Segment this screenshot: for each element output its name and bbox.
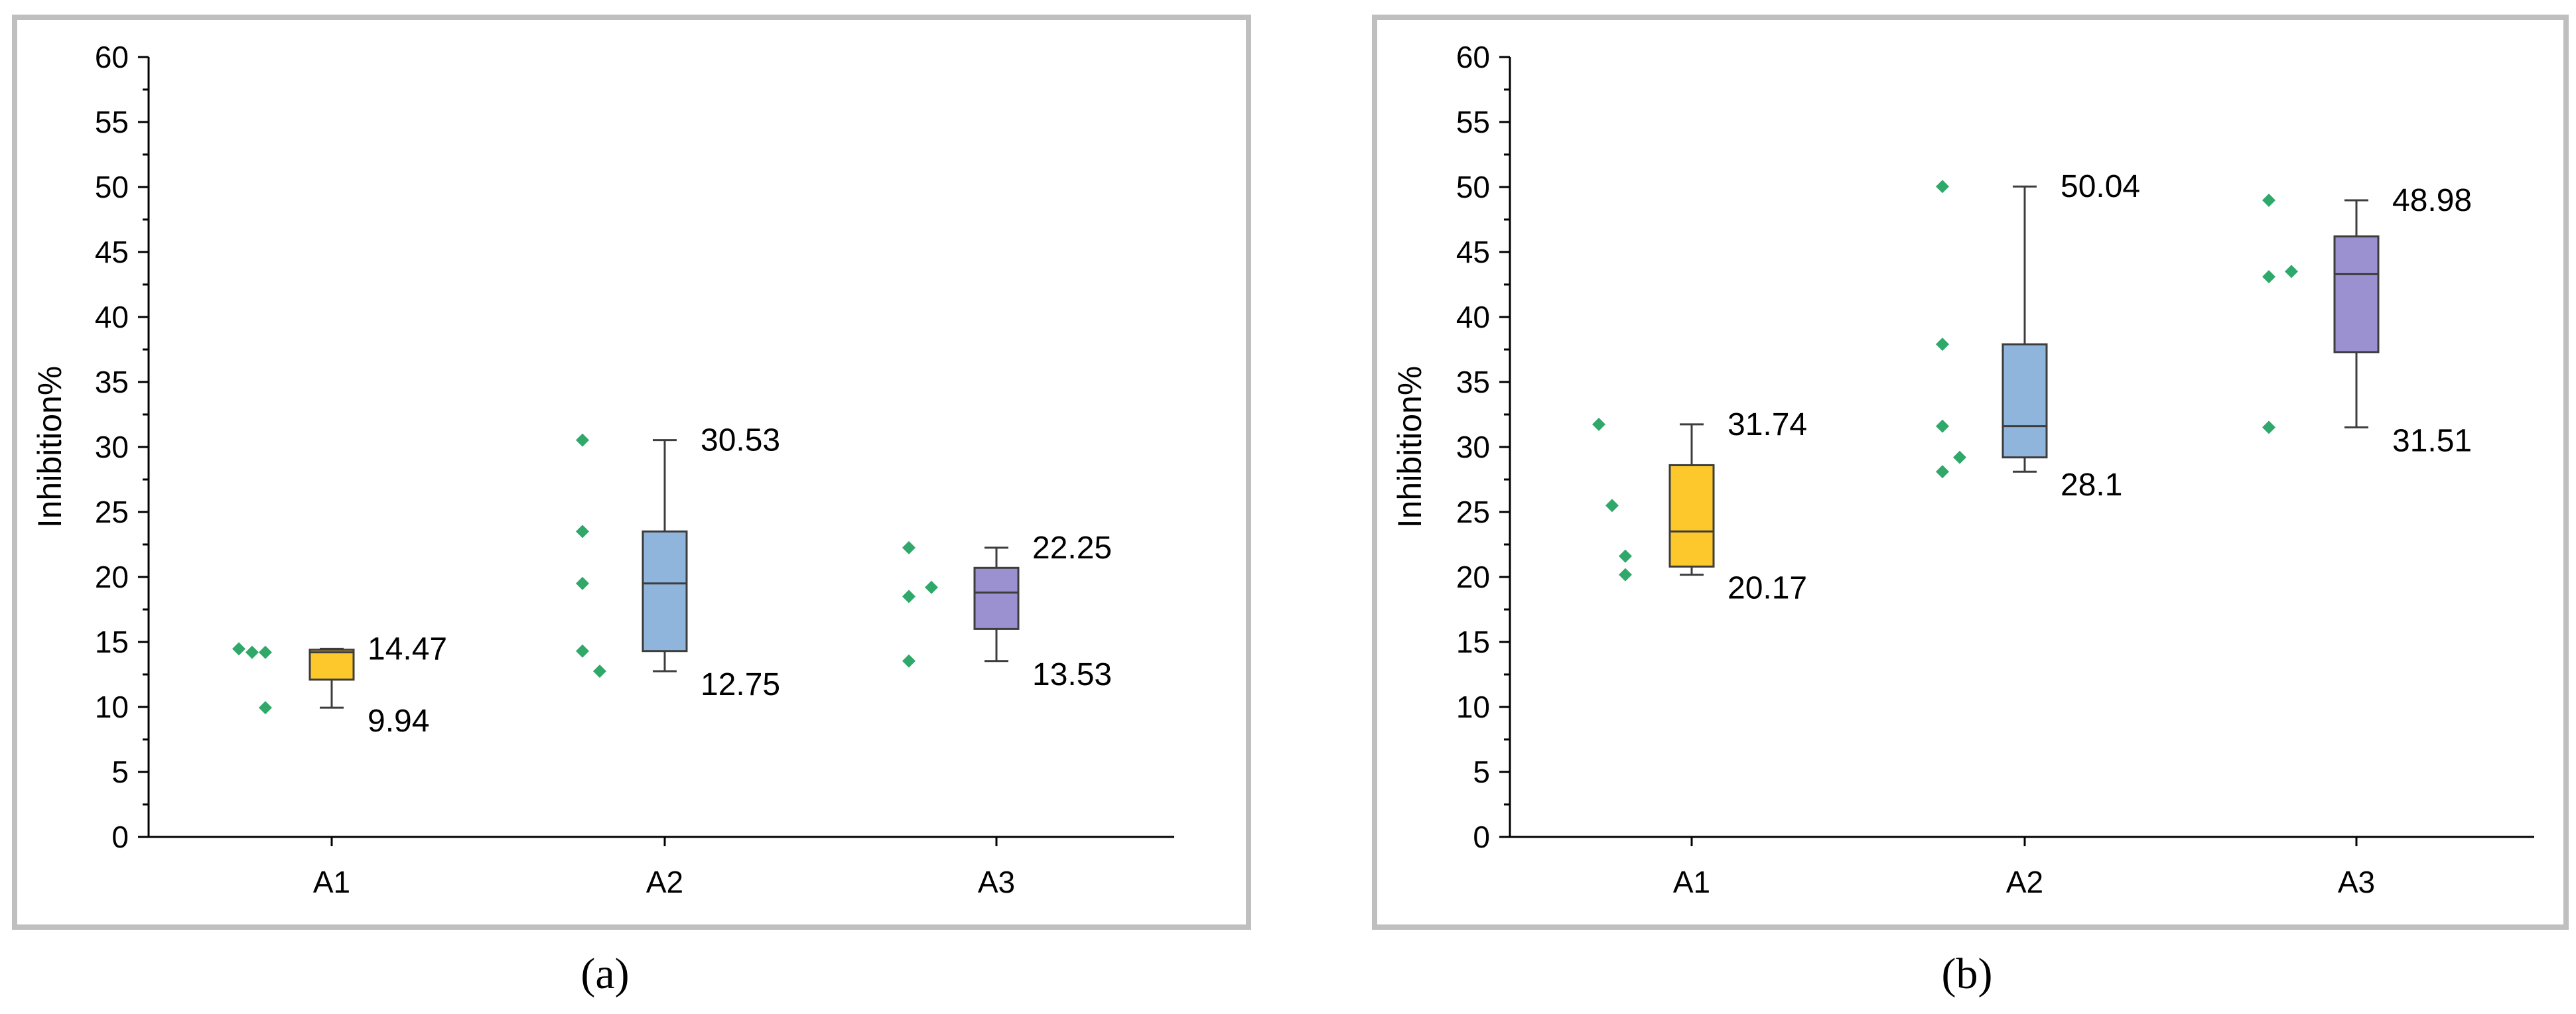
panel-a-y-tick-label: 50 <box>95 170 129 204</box>
panel-a-a2-max-label: 30.53 <box>701 423 780 458</box>
panel-a-a1-data-point <box>245 645 259 659</box>
panel-b-a1-data-point <box>1592 417 1605 431</box>
panel-b-y-tick-label: 10 <box>1456 690 1490 724</box>
panel-b-y-axis-label: Inhibition% <box>1391 366 1428 529</box>
panel-b-a2-data-point <box>1936 180 1949 194</box>
panel-b-a2-data-point <box>1953 450 1966 464</box>
panel-b-y-tick-label: 55 <box>1456 105 1490 139</box>
panel-a-caption: (a) <box>580 950 629 998</box>
panel-a-a3-data-point <box>902 590 915 603</box>
panel-a-a2-data-point <box>576 644 589 658</box>
panel-b-y-tick-label: 5 <box>1473 755 1490 789</box>
panel-a-a3-box <box>973 566 1020 630</box>
panel-b-a2-min-label: 28.1 <box>2061 468 2122 503</box>
panel-a-a2-min-label: 12.75 <box>701 667 780 702</box>
panel-a-y-tick-label: 25 <box>95 495 129 529</box>
panel-a-x-tick-label: A2 <box>646 865 683 899</box>
panel-b-y-tick-label: 40 <box>1456 300 1490 334</box>
panel-a-y-tick-label: 40 <box>95 300 129 334</box>
panel-b-a3-data-point <box>2262 420 2275 434</box>
panel-a-y-tick-label: 60 <box>95 40 129 74</box>
panel-b-y-tick-label: 20 <box>1456 560 1490 594</box>
panel-a-a1-max-label: 14.47 <box>368 631 447 666</box>
panel-b-y-tick-label: 50 <box>1456 170 1490 204</box>
panel-b-x-tick-label: A3 <box>2338 865 2375 899</box>
panel-b-a1-box <box>1668 464 1715 568</box>
panel-b-a3-min-label: 31.51 <box>2392 423 2472 458</box>
panel-a-frame <box>12 15 1251 930</box>
panel-b-a1-data-point <box>1605 499 1619 513</box>
panel-b-a2-box <box>2001 343 2048 459</box>
panel-b-a1-data-point <box>1619 568 1632 582</box>
panel-b-a2-data-point <box>1936 465 1949 479</box>
panel-a-a1-data-point <box>232 642 245 656</box>
panel-a-a3-max-label: 22.25 <box>1032 531 1112 566</box>
panel-b-a1-min-label: 20.17 <box>1728 571 1807 606</box>
panel-b-a1-max-label: 31.74 <box>1728 407 1807 442</box>
panel-b-caption: (b) <box>1942 950 1993 998</box>
panel-b-x-tick-label: A2 <box>2006 865 2043 899</box>
panel-a-y-tick-label: 5 <box>111 755 129 789</box>
panel-a-y-tick-label: 30 <box>95 430 129 464</box>
panel-b-a3-data-point <box>2262 270 2275 284</box>
panel-a-x-tick-label: A1 <box>313 865 350 899</box>
panel-a-a1-min-label: 9.94 <box>368 704 429 739</box>
panel-a-a3-min-label: 13.53 <box>1032 657 1112 692</box>
panel-a-a2-data-point <box>576 525 589 539</box>
panel-b-y-tick-label: 60 <box>1456 40 1490 74</box>
panel-a-x-tick-label: A3 <box>978 865 1015 899</box>
panel-b-a3-box <box>2333 235 2380 353</box>
panel-a-a1-data-point <box>259 645 272 659</box>
panel-b-y-tick-label: 35 <box>1456 365 1490 399</box>
panel-a-a3-data-point <box>902 654 915 668</box>
panel-b-a1-data-point <box>1619 549 1632 563</box>
panel-b-frame <box>1372 15 2569 930</box>
panel-a-a1-data-point <box>259 701 272 715</box>
panel-b-y-tick-label: 30 <box>1456 430 1490 464</box>
panel-a-a2-data-point <box>576 576 589 590</box>
panel-a-y-tick-label: 35 <box>95 365 129 399</box>
panel-b-y-tick-label: 45 <box>1456 235 1490 269</box>
panel-a-y-tick-label: 55 <box>95 105 129 139</box>
panel-a-a3-data-point <box>925 580 938 594</box>
panel-b-a2-max-label: 50.04 <box>2061 169 2140 204</box>
panel-a-a2-box <box>642 530 688 653</box>
panel-b-a3-data-point <box>2262 193 2275 207</box>
panel-a-y-tick-label: 0 <box>111 820 129 854</box>
panel-b-y-tick-label: 15 <box>1456 625 1490 659</box>
panel-b-a2-data-point <box>1936 419 1949 433</box>
panel-a-y-tick-label: 20 <box>95 560 129 594</box>
panel-b-x-tick-label: A1 <box>1673 865 1710 899</box>
panel-b-y-tick-label: 25 <box>1456 495 1490 529</box>
panel-a-a1-box <box>308 649 355 681</box>
panel-b-y-tick-label: 0 <box>1473 820 1490 854</box>
panel-a-y-tick-label: 45 <box>95 235 129 269</box>
panel-b-a3-max-label: 48.98 <box>2392 183 2472 218</box>
panel-a-a2-data-point <box>576 433 589 447</box>
panel-a-y-axis-label: Inhibition% <box>31 366 68 529</box>
panel-b-a2-data-point <box>1936 338 1949 351</box>
panel-a-y-tick-label: 10 <box>95 690 129 724</box>
panel-a-a2-data-point <box>593 665 606 678</box>
panel-b-a3-data-point <box>2285 265 2298 279</box>
panel-a-y-tick-label: 15 <box>95 625 129 659</box>
panel-a-a3-data-point <box>902 540 915 554</box>
